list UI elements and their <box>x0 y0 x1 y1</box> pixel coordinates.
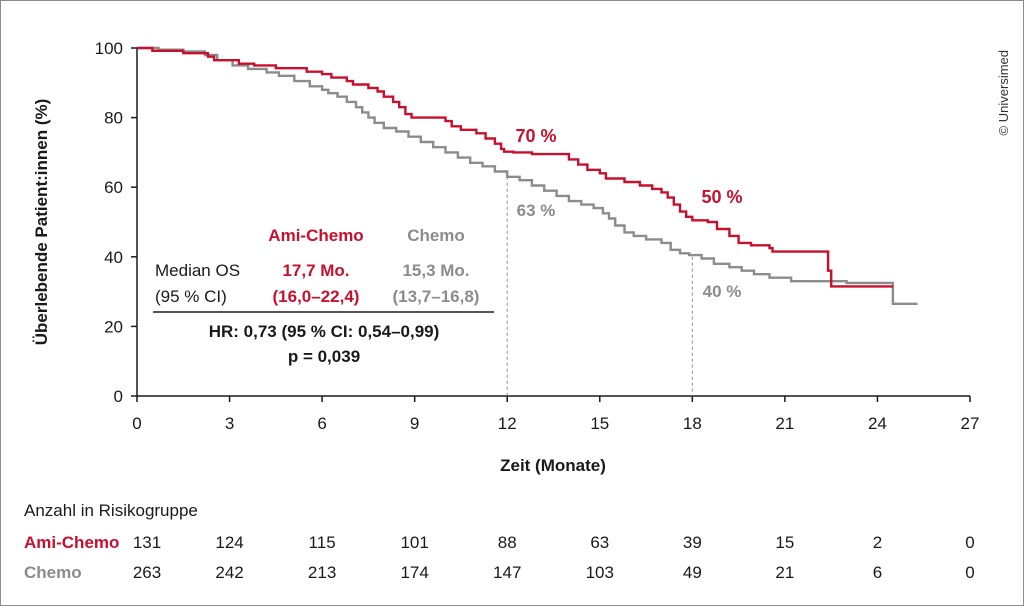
x-tick-label: 24 <box>868 414 887 433</box>
x-tick-label: 0 <box>132 414 141 433</box>
risk-table-title: Anzahl in Risikogruppe <box>24 501 198 520</box>
stats-p: p = 0,039 <box>288 347 360 366</box>
x-tick-label: 12 <box>498 414 517 433</box>
stats-row1-ami: 17,7 Mo. <box>282 261 349 280</box>
stats-row1-label: Median OS <box>155 261 240 280</box>
survival-curves <box>137 46 918 305</box>
y-tick-label: 60 <box>104 178 123 197</box>
x-tick-label: 21 <box>775 414 794 433</box>
y-tick-label: 100 <box>95 39 123 58</box>
x-tick-label: 27 <box>961 414 980 433</box>
stats-row2-label: (95 % CI) <box>155 287 227 306</box>
risk-value: 21 <box>775 563 794 582</box>
risk-value: 213 <box>308 563 336 582</box>
stats-row1-chemo: 15,3 Mo. <box>402 261 469 280</box>
risk-value: 124 <box>215 533 243 552</box>
risk-value: 242 <box>215 563 243 582</box>
y-tick-label: 0 <box>114 387 123 406</box>
km-curve-ami-chemo <box>137 46 893 288</box>
risk-value: 101 <box>400 533 428 552</box>
risk-value: 115 <box>309 533 336 552</box>
stats-box: Ami-Chemo Chemo Median OS 17,7 Mo. 15,3 … <box>153 226 494 366</box>
stats-header-chemo: Chemo <box>407 226 465 245</box>
annotation-chemo-18: 40 % <box>703 282 742 301</box>
stats-header-ami: Ami-Chemo <box>268 226 363 245</box>
annotation-ami-12: 70 % <box>515 126 556 146</box>
risk-value: 174 <box>400 563 428 582</box>
risk-row-label-chemo: Chemo <box>24 563 82 582</box>
annotation-chemo-12: 63 % <box>517 201 556 220</box>
risk-value: 39 <box>683 533 702 552</box>
risk-value: 49 <box>683 563 702 582</box>
risk-value: 2 <box>873 533 882 552</box>
x-ticks: 0 3 6 9 12 15 18 21 24 27 <box>132 396 979 433</box>
risk-value: 103 <box>586 563 614 582</box>
x-tick-label: 3 <box>225 414 234 433</box>
risk-table: Anzahl in Risikogruppe Ami-Chemo Chemo 1… <box>24 501 975 582</box>
risk-value: 63 <box>590 533 609 552</box>
risk-values: 131 124 115 101 88 63 39 15 2 0 263 242 213 174 147 103… <box>133 533 975 582</box>
risk-value: 6 <box>873 563 882 582</box>
risk-value: 88 <box>498 533 517 552</box>
y-tick-label: 20 <box>104 317 123 336</box>
y-ticks: 0 20 40 60 80 100 <box>95 39 137 406</box>
y-axis-label: Überlebende Patient:innen (%) <box>32 99 51 346</box>
x-tick-label: 18 <box>683 414 702 433</box>
risk-row-label-ami: Ami-Chemo <box>24 533 119 552</box>
annotation-ami-18: 50 % <box>701 187 742 207</box>
risk-value: 15 <box>775 533 794 552</box>
km-curve-chemo <box>137 46 918 305</box>
x-axis-label: Zeit (Monate) <box>500 456 606 475</box>
copyright-text: © Universimed <box>996 50 1011 135</box>
x-tick-label: 9 <box>410 414 419 433</box>
stats-row2-chemo: (13,7–16,8) <box>393 287 480 306</box>
risk-value: 263 <box>133 563 161 582</box>
stats-hr: HR: 0,73 (95 % CI: 0,54–0,99) <box>209 322 440 341</box>
reference-lines <box>506 176 693 396</box>
stats-row2-ami: (16,0–22,4) <box>273 287 360 306</box>
x-tick-label: 6 <box>317 414 326 433</box>
risk-value: 147 <box>493 563 521 582</box>
risk-value: 0 <box>965 533 974 552</box>
risk-value: 131 <box>133 533 161 552</box>
x-tick-label: 15 <box>590 414 609 433</box>
risk-value: 0 <box>965 563 974 582</box>
y-tick-label: 40 <box>104 248 123 267</box>
y-tick-label: 80 <box>104 109 123 128</box>
